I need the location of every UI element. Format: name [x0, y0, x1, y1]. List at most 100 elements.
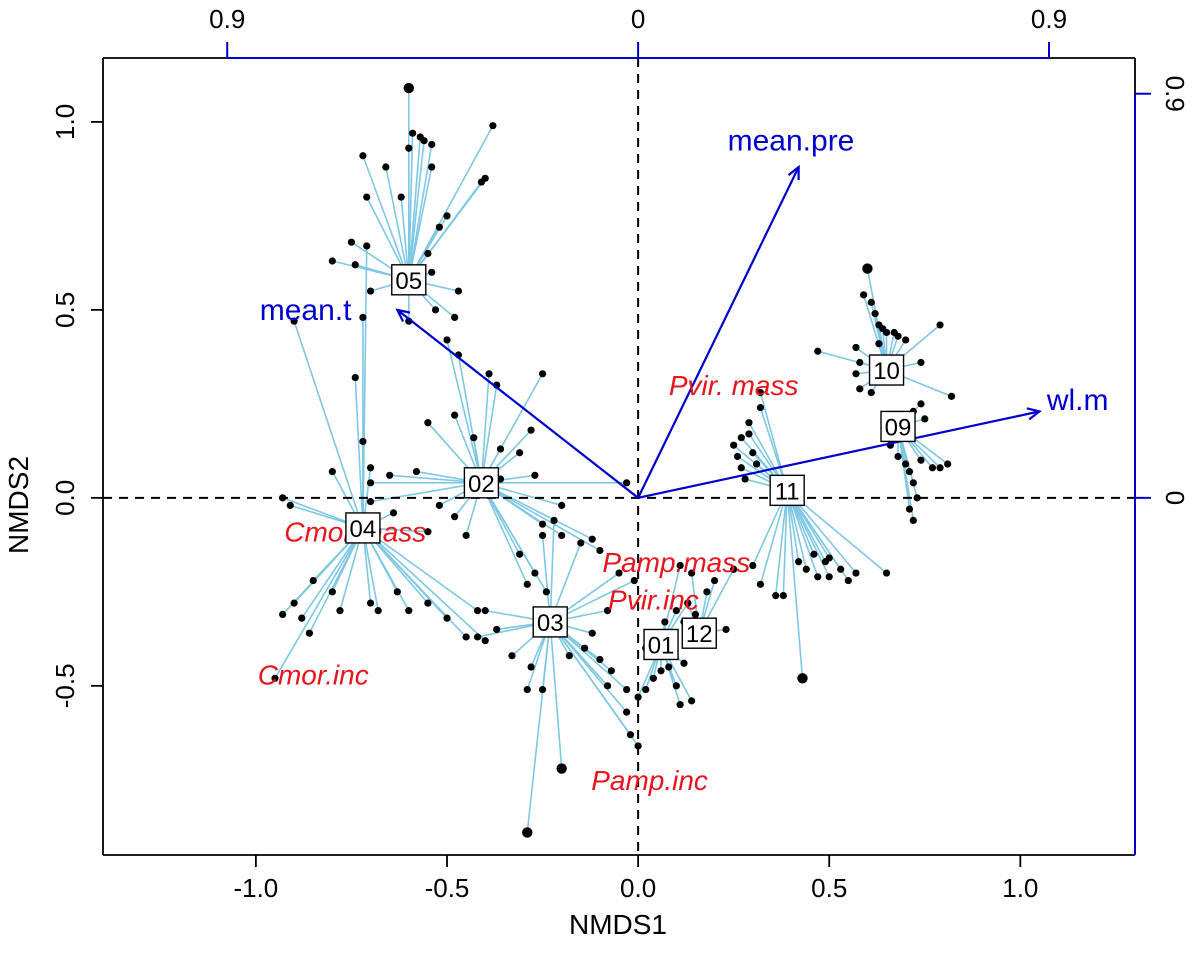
- sample-point-02: [538, 370, 547, 378]
- sample-point-05: [409, 129, 417, 137]
- sample-point-02: [623, 479, 631, 487]
- sample-point-04: [298, 614, 306, 622]
- sample-point-05: [420, 137, 428, 145]
- sample-point-03: [623, 685, 631, 694]
- site-label: 09: [885, 414, 912, 441]
- sample-point-04: [305, 629, 313, 637]
- species-label: Pvir.inc: [608, 584, 699, 615]
- species-label: Pamp.mass: [602, 547, 750, 578]
- site-label: 01: [648, 632, 675, 659]
- sample-point-09: [913, 494, 921, 502]
- sample-point-04: [374, 607, 382, 615]
- sample-point-05: [428, 268, 436, 276]
- sample-point-02: [588, 535, 596, 543]
- spider-line-03: [549, 520, 555, 622]
- sample-point-09: [894, 452, 902, 461]
- sample-point-05: [363, 193, 371, 201]
- sample-point-01: [688, 697, 696, 705]
- sample-point-03: [565, 652, 573, 660]
- sample-point-05: [443, 212, 451, 220]
- sample-point-05: [489, 122, 497, 130]
- sample-point-10: [852, 370, 860, 378]
- sample-point-03: [577, 539, 585, 547]
- sample-point-04: [405, 607, 413, 615]
- spider-lines: [274, 88, 952, 833]
- sample-point-02: [523, 580, 531, 588]
- sample-point-09: [944, 460, 952, 468]
- spider-line-02: [480, 373, 490, 483]
- zero-reference-lines: [103, 58, 1135, 855]
- sample-point-02: [443, 336, 451, 344]
- site-label-box: [868, 354, 905, 386]
- sample-point-03: [527, 663, 535, 671]
- sample-point-05: [451, 313, 459, 322]
- sample-point-12: [691, 610, 700, 618]
- sample-point-04: [366, 464, 375, 472]
- sample-point-02: [366, 498, 375, 506]
- y-tick-label: -0.5: [50, 663, 80, 708]
- sample-point-04: [424, 599, 432, 607]
- sample-point-05: [405, 144, 413, 152]
- sample-point-11: [745, 419, 753, 427]
- sample-point-03: [607, 667, 615, 675]
- sample-point-02: [386, 471, 394, 479]
- sample-point-05: [431, 306, 440, 314]
- sample-point-02: [470, 434, 478, 442]
- sample-point-05: [351, 261, 359, 269]
- sample-point-05: [328, 257, 336, 265]
- sample-point-10: [814, 347, 822, 355]
- sample-point-11: [741, 475, 749, 483]
- sample-point-02: [558, 501, 566, 509]
- sample-point-01: [676, 561, 684, 570]
- sample-point-05: [382, 163, 390, 171]
- x-tick-label: -1.0: [233, 873, 278, 903]
- sample-point-05: [366, 287, 375, 295]
- top-env-tick-label: 0.9: [209, 4, 245, 34]
- sample-point-11: [749, 561, 757, 570]
- plot-frame: [102, 57, 1136, 856]
- sample-point-11: [749, 449, 757, 457]
- sample-point-03: [538, 531, 547, 540]
- sample-point-02: [538, 520, 547, 528]
- sample-point-09: [917, 456, 925, 464]
- sample-point-04: [443, 614, 451, 622]
- sample-point-11: [779, 591, 787, 600]
- y-tick-label: 0.5: [50, 292, 80, 328]
- sample-point-10: [856, 358, 864, 367]
- sample-point-03: [550, 516, 558, 525]
- sample-point-02: [485, 370, 493, 378]
- site-label: 02: [468, 471, 495, 498]
- site-label: 04: [350, 516, 377, 543]
- sample-point-04: [290, 317, 298, 325]
- sample-point-large: [522, 827, 533, 838]
- x-axis-title: NMDS1: [569, 909, 667, 940]
- right-env-tick-label: 0.9: [1160, 76, 1190, 112]
- sample-point-02: [531, 471, 539, 479]
- sample-point-10: [867, 298, 875, 306]
- sample-point-05: [397, 193, 405, 201]
- sample-point-02: [596, 546, 604, 555]
- sample-points: [271, 82, 956, 838]
- sample-point-03: [481, 607, 489, 615]
- sample-point-11: [733, 452, 742, 461]
- sample-point-12: [703, 588, 711, 596]
- sample-point-04: [336, 607, 344, 615]
- sample-point-04: [328, 467, 336, 476]
- sample-point-11: [802, 565, 810, 573]
- sample-point-02: [451, 513, 459, 521]
- x-tick-label: 0.5: [811, 873, 847, 903]
- sample-point-02: [531, 569, 539, 577]
- spider-line-04: [362, 527, 486, 642]
- sample-point-12: [730, 565, 738, 573]
- sample-point-04: [481, 637, 489, 645]
- species-label: Cmor.inc: [258, 660, 369, 691]
- sample-point-11: [837, 565, 845, 573]
- sample-point-04: [290, 599, 298, 607]
- sample-point-12: [688, 569, 696, 577]
- sample-point-04: [309, 576, 317, 585]
- sample-point-02: [516, 550, 524, 558]
- sample-point-02: [516, 449, 524, 457]
- sample-point-02: [558, 531, 566, 540]
- sample-point-11: [737, 434, 745, 442]
- sample-point-02: [424, 419, 432, 427]
